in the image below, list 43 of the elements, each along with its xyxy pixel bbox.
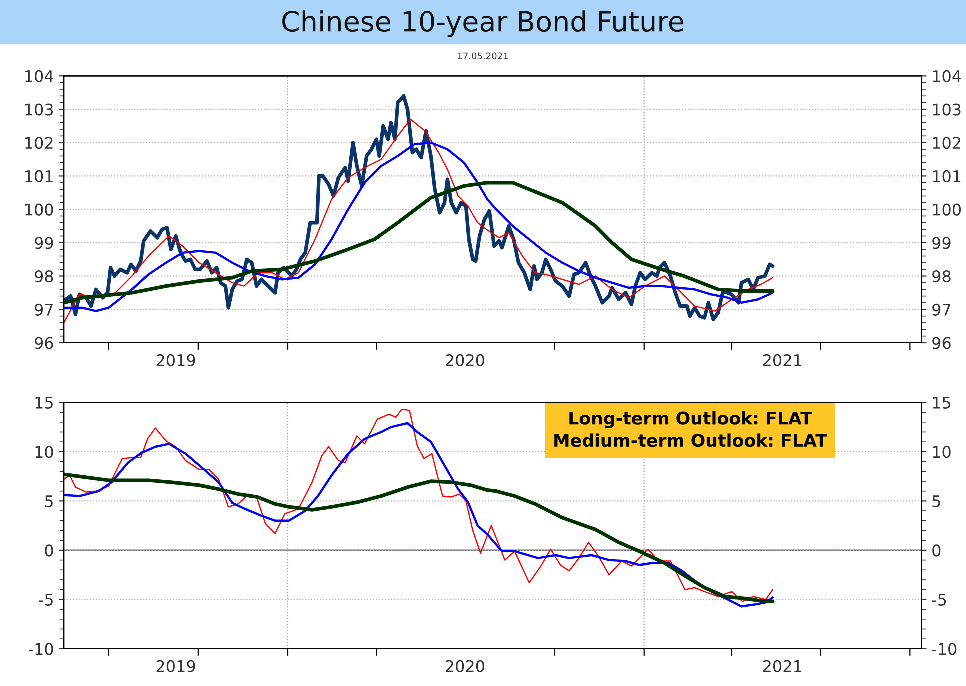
y-tick-label: 5 — [45, 496, 53, 508]
annotation: Long-term Outlook: FLAT — [570, 411, 812, 428]
x-tick-label: 2020 — [446, 354, 484, 366]
y-tick-label: 0 — [45, 544, 54, 557]
y-tick-label: -10 — [29, 643, 54, 656]
y2-tick-label: 96 — [932, 337, 951, 350]
y-tick-label: 10 — [36, 446, 54, 458]
x-tick-label: 2021 — [763, 660, 802, 672]
y-tick-label: 103 — [26, 104, 54, 116]
y-tick-label: 104 — [26, 70, 54, 82]
y2-tick-label: -10 — [932, 643, 957, 656]
y-tick-label: -5 — [39, 594, 53, 606]
chart-title: Chinese 10-year Bond Future — [282, 10, 684, 38]
y-tick-label: 15 — [36, 397, 53, 409]
line-series — [64, 472, 775, 604]
y-tick-label: 97 — [35, 304, 53, 316]
x-tick-label: 2021 — [763, 354, 802, 366]
y2-tick-label: 101 — [933, 170, 961, 183]
x-tick-label: 2019 — [156, 660, 196, 672]
annotation: Medium-term Outlook: FLAT — [554, 434, 828, 448]
y-tick-label: 102 — [26, 137, 53, 150]
chart-subtitle: 17.05.2021 — [458, 52, 508, 60]
y2-tick-label: 10 — [933, 446, 951, 458]
x-tick-label: 2020 — [446, 660, 484, 672]
y2-tick-label: 103 — [933, 104, 961, 116]
y2-tick-label: 0 — [932, 544, 941, 557]
line-series — [64, 142, 774, 312]
y2-tick-label: 102 — [933, 137, 960, 150]
y-tick-label: 101 — [26, 170, 53, 183]
y-tick-label: 99 — [35, 237, 54, 250]
line-series — [64, 181, 775, 305]
y2-tick-label: 15 — [933, 397, 951, 409]
x-tick-label: 2019 — [156, 354, 196, 366]
y2-tick-label: 100 — [933, 204, 961, 216]
y-tick-label: 100 — [26, 204, 54, 216]
y2-tick-label: 97 — [932, 304, 951, 316]
y2-tick-label: 99 — [932, 237, 951, 250]
y2-tick-label: -5 — [932, 594, 946, 606]
y2-tick-label: 98 — [932, 270, 951, 283]
y-tick-label: 98 — [35, 270, 54, 283]
y2-tick-label: 5 — [932, 496, 940, 508]
y-tick-label: 96 — [35, 337, 54, 350]
y2-tick-label: 104 — [933, 70, 962, 82]
